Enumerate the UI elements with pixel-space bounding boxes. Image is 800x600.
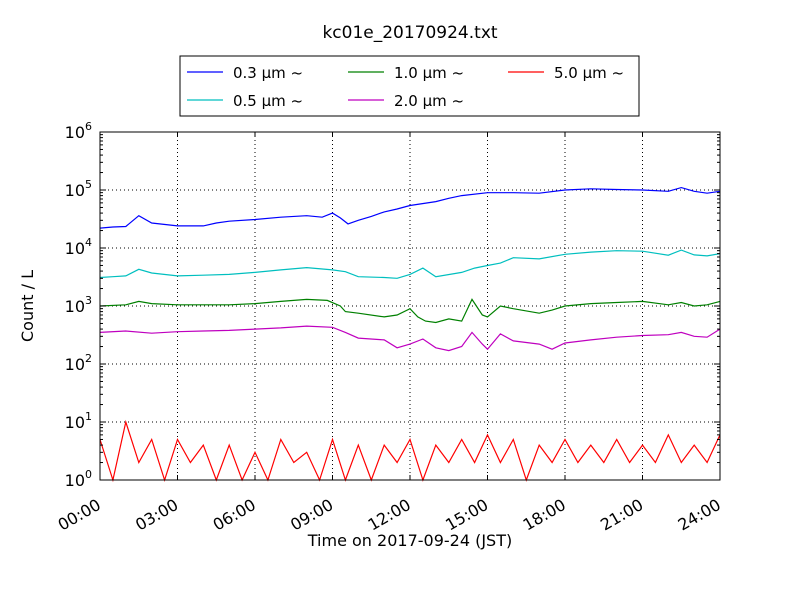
x-axis-label: Time on 2017-09-24 (JST) [307, 531, 512, 550]
y-tick-label: 101 [65, 410, 92, 432]
chart-title: kc01e_20170924.txt [322, 23, 497, 43]
series-line-5 [99, 419, 721, 483]
series-line-4 [99, 325, 721, 352]
y-tick-label: 105 [65, 178, 92, 200]
x-tick-label: 06:00 [210, 495, 259, 535]
y-tick-labels: 100 101 102 103 104 105 106 [65, 120, 92, 490]
y-tick-label: 100 [65, 468, 92, 490]
x-tick-label: 12:00 [365, 495, 414, 535]
x-tick-label: 00:00 [55, 495, 104, 535]
x-tick-label: 15:00 [442, 495, 491, 535]
series-line-1 [99, 186, 721, 229]
x-tick-label: 21:00 [597, 495, 646, 535]
series-line-2 [99, 249, 721, 279]
series-lines [99, 186, 721, 483]
legend: 0.3 μm ~ 0.5 μm ~ 1.0 μm ~ 2.0 μm ~ 5.0 μm ~ [179, 55, 640, 117]
x-tick-labels: 00:00 03:00 06:00 09:00 12:00 15:00 18:00 21:00… [55, 495, 724, 535]
legend-box [179, 55, 640, 117]
x-tick-label: 18:00 [520, 495, 569, 535]
x-tick-label: 24:00 [675, 495, 724, 535]
axis-ticks [99, 131, 721, 481]
y-tick-label: 104 [65, 236, 92, 258]
y-axis-label: Count / L [18, 270, 37, 342]
y-tick-label: 106 [65, 120, 92, 142]
x-tick-label: 09:00 [287, 495, 336, 535]
legend-label: 0.5 μm ~ [233, 92, 303, 110]
legend-label: 0.3 μm ~ [233, 64, 303, 82]
legend-label: 5.0 μm ~ [554, 64, 624, 82]
y-tick-label: 102 [65, 352, 92, 374]
series-line-3 [99, 298, 721, 324]
x-tick-label: 03:00 [132, 495, 181, 535]
y-tick-label: 103 [65, 294, 92, 316]
legend-label: 1.0 μm ~ [394, 64, 464, 82]
legend-label: 2.0 μm ~ [394, 92, 464, 110]
